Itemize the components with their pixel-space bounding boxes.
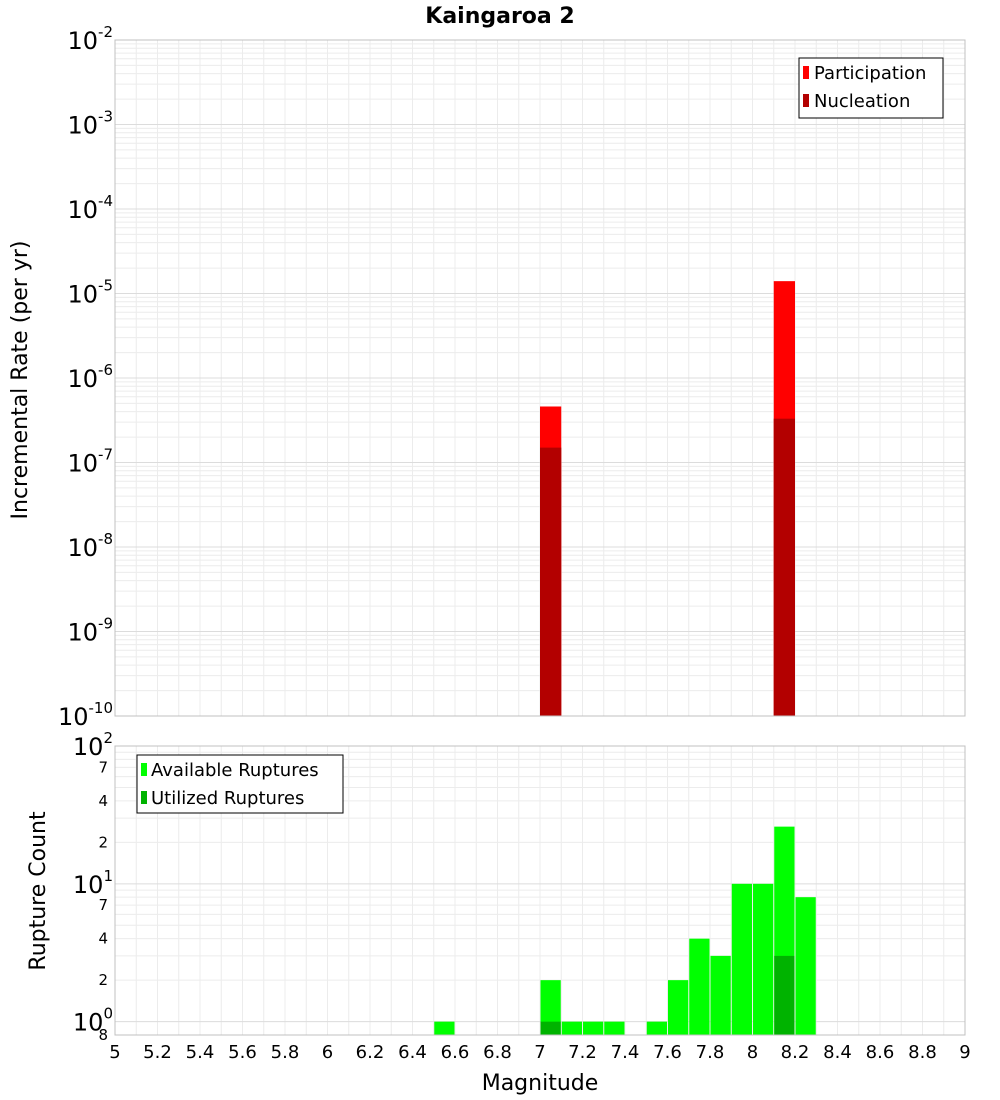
x-tick-label: 8.4 <box>823 1042 852 1063</box>
x-tick-label: 6 <box>322 1042 333 1063</box>
bottom-y-axis-label: Rupture Count <box>26 811 51 971</box>
x-tick-label: 7.8 <box>696 1042 725 1063</box>
x-axis-label: Magnitude <box>482 1071 599 1096</box>
available-ruptures-bar <box>646 1021 667 1035</box>
chart-title: Kaingaroa 2 <box>425 4 574 29</box>
bottom-plot-frame <box>114 745 966 1036</box>
legend-swatch <box>141 763 147 776</box>
top-y-axis-label: Incremental Rate (per yr) <box>8 241 33 520</box>
top-y-tick-label: 10-4 <box>67 192 113 224</box>
legend-box <box>136 754 344 814</box>
bottom-y-minor-tick-label: 8 <box>98 1026 108 1044</box>
x-tick-label: 5 <box>109 1042 120 1063</box>
x-tick-label: 6.8 <box>483 1042 512 1063</box>
legend-swatch <box>803 94 809 107</box>
utilized-ruptures-bar <box>540 1021 561 1035</box>
available-ruptures-bar <box>604 1021 625 1035</box>
bottom-y-minor-tick-label: 7 <box>98 758 108 776</box>
available-ruptures-bar <box>434 1021 455 1035</box>
top-legend: Participation Nucleation <box>798 57 944 119</box>
bottom-y-tick-label: 100 <box>73 1005 113 1037</box>
x-tick-label: 8.8 <box>908 1042 937 1063</box>
bottom-plot-bars <box>434 826 816 1035</box>
nucleation-bar <box>540 447 562 716</box>
x-tick-label: 8 <box>747 1042 758 1063</box>
x-tick-label: 7 <box>534 1042 545 1063</box>
legend-label: Available Ruptures <box>151 760 319 781</box>
available-ruptures-bar <box>795 897 816 1035</box>
bottom-y-minor-tick-label: 4 <box>98 930 108 948</box>
x-tick-label: 6.2 <box>356 1042 385 1063</box>
legend-swatch <box>803 66 809 79</box>
x-tick-label: 6.4 <box>398 1042 427 1063</box>
top-y-tick-label: 10-3 <box>67 108 113 140</box>
x-tick-label: 8.6 <box>866 1042 895 1063</box>
top-y-tick-label: 10-2 <box>67 23 113 55</box>
x-tick-label: 5.6 <box>228 1042 257 1063</box>
legend-label: Nucleation <box>814 91 910 112</box>
x-tick-label: 9 <box>959 1042 970 1063</box>
legend-box <box>798 57 944 119</box>
bottom-plot-grid <box>114 745 966 1035</box>
top-y-tick-label: 10-7 <box>67 446 113 478</box>
bottom-y-minor-tick-label: 2 <box>98 971 108 989</box>
top-y-tick-label: 10-8 <box>67 530 113 562</box>
x-tick-labels: 5 5.2 5.4 5.6 5.8 6 6.2 6.4 6.6 6.8 7 7.2 7.4 7.6 7.8 8… <box>109 1042 970 1063</box>
legend-label: Participation <box>814 63 926 84</box>
nucleation-bar <box>773 418 795 716</box>
x-tick-label: 7.2 <box>568 1042 597 1063</box>
available-ruptures-bar <box>668 980 689 1035</box>
bottom-y-minor-tick-label: 2 <box>98 833 108 851</box>
top-plot-bars <box>540 281 795 716</box>
legend-swatch <box>141 791 147 804</box>
top-y-tick-labels: 10-10 10-9 10-8 10-7 10-6 10-5 10-4 10-3 10-2 <box>58 23 113 731</box>
available-ruptures-bar <box>731 883 752 1035</box>
available-ruptures-bar <box>583 1021 604 1035</box>
bottom-y-tick-label: 102 <box>73 729 113 761</box>
x-tick-label: 8.2 <box>781 1042 810 1063</box>
x-tick-label: 7.4 <box>611 1042 640 1063</box>
top-y-tick-label: 10-6 <box>67 361 113 393</box>
x-tick-label: 5.4 <box>186 1042 215 1063</box>
top-y-tick-label: 10-10 <box>58 699 113 731</box>
x-tick-label: 5.8 <box>271 1042 300 1063</box>
top-y-tick-label: 10-5 <box>67 277 113 309</box>
available-ruptures-bar <box>710 955 731 1035</box>
top-plot-frame <box>114 39 966 717</box>
top-plot-grid <box>114 40 966 717</box>
x-tick-label: 5.2 <box>143 1042 172 1063</box>
bottom-legend: Available Ruptures Utilized Ruptures <box>136 754 344 814</box>
bottom-y-minor-tick-label: 7 <box>98 896 108 914</box>
available-ruptures-bar <box>753 883 774 1035</box>
top-y-tick-label: 10-9 <box>67 615 113 647</box>
utilized-ruptures-bar <box>774 955 795 1035</box>
x-tick-label: 7.6 <box>653 1042 682 1063</box>
available-ruptures-bar <box>540 980 561 1035</box>
available-ruptures-bar <box>561 1021 582 1035</box>
legend-label: Utilized Ruptures <box>151 788 304 809</box>
bottom-y-tick-labels: 100 101 102 8 2 4 7 2 4 7 <box>73 729 113 1044</box>
x-tick-label: 6.6 <box>441 1042 470 1063</box>
available-ruptures-bar <box>689 938 710 1035</box>
bottom-y-minor-tick-label: 4 <box>98 792 108 810</box>
bottom-y-tick-label: 101 <box>73 867 113 899</box>
